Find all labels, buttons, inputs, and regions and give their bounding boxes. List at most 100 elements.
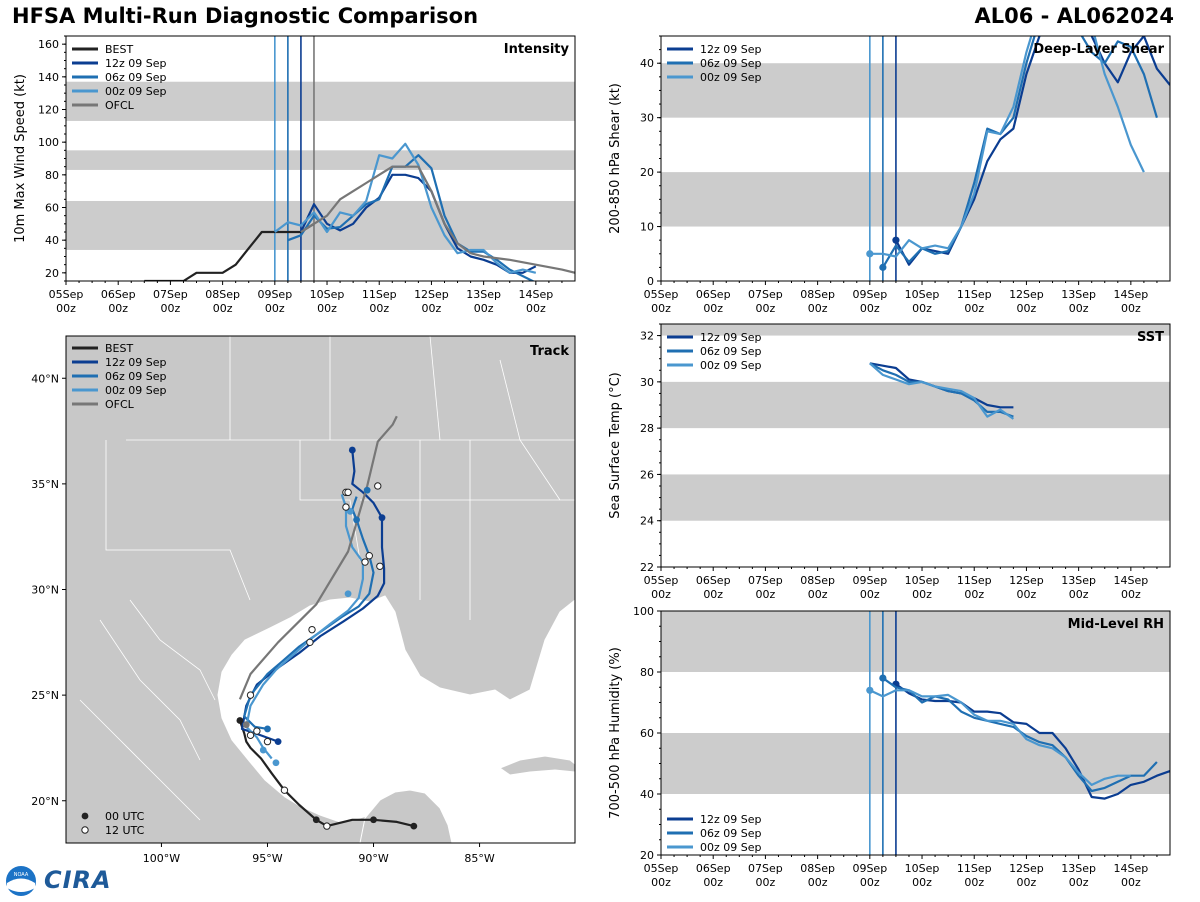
- sst-x-tick-label: 07Sep: [748, 574, 783, 587]
- sst-frame: [660, 323, 1171, 568]
- sst-y-tick-label: 32: [640, 330, 654, 343]
- shear-panel: 05Sep00z06Sep00z07Sep00z08Sep00z09Sep00z…: [608, 35, 1171, 315]
- rh-x-tick-hour: 00z: [964, 876, 984, 889]
- intensity-y-tick-label: 60: [45, 202, 59, 215]
- rh-x-tick-label: 08Sep: [800, 862, 835, 875]
- track-point-12utc: [306, 638, 314, 647]
- track-point-12utc: [342, 503, 350, 511]
- track-x-tick-label: 85°W: [464, 852, 494, 865]
- intensity-series-line: [299, 173, 537, 274]
- rh-x-tick-label: 11Sep: [957, 862, 992, 875]
- sst-legend-label: 06z 09 Sep: [700, 345, 762, 358]
- intensity-y-tick-label: 80: [45, 169, 59, 182]
- rh-x-tick-hour: 00z: [651, 876, 671, 889]
- rh-x-tick-label: 05Sep: [644, 862, 679, 875]
- intensity-threshold-band: [66, 81, 575, 121]
- track-x-tick-label: 95°W: [252, 852, 282, 865]
- svg-text:NOAA: NOAA: [14, 872, 29, 878]
- intensity-threshold-band: [66, 150, 575, 170]
- intensity-x-tick-label: 10Sep: [310, 288, 345, 301]
- shear-plot-clip: [661, 36, 1170, 281]
- rh-legend-label: 06z 09 Sep: [700, 827, 762, 840]
- rh-legend-label: 00z 09 Sep: [700, 841, 762, 854]
- sst-series-line: [869, 362, 1015, 420]
- shear-x-tick-hour: 00z: [1069, 302, 1089, 315]
- intensity-legend-label: 12z 09 Sep: [105, 57, 167, 70]
- shear-x-tick-hour: 00z: [1121, 302, 1141, 315]
- track-line: [238, 720, 415, 828]
- rh-y-tick-label: 40: [640, 788, 654, 801]
- track-point-12utc: [253, 727, 261, 735]
- shear-threshold-band: [661, 63, 1170, 118]
- sst-legend-label: 00z 09 Sep: [700, 359, 762, 372]
- sst-x-tick-hour: 00z: [756, 588, 776, 601]
- intensity-legend-label: 00z 09 Sep: [105, 85, 167, 98]
- rh-panel: 05Sep00z06Sep00z07Sep00z08Sep00z09Sep00z…: [608, 605, 1171, 889]
- shear-series-start-point: [879, 263, 887, 271]
- shear-series-line: [869, 36, 1145, 258]
- intensity-x-tick-label: 08Sep: [205, 288, 240, 301]
- track-y-tick-label: 30°N: [31, 584, 59, 597]
- track-legend-label: 00z 09 Sep: [105, 384, 167, 397]
- intensity-x-tick-label: 11Sep: [362, 288, 397, 301]
- intensity-x-tick-hour: 00z: [422, 302, 442, 315]
- shear-series-start-point: [866, 250, 874, 258]
- rh-threshold-band: [661, 611, 1170, 672]
- sst-x-tick-hour: 00z: [703, 588, 723, 601]
- track-point-00utc: [353, 516, 360, 524]
- intensity-x-tick-label: 13Sep: [466, 288, 501, 301]
- track-point-12utc: [365, 552, 373, 560]
- intensity-x-tick-label: 14Sep: [518, 288, 553, 301]
- track-point-00utc: [272, 759, 280, 767]
- shear-legend-label: 00z 09 Sep: [700, 71, 762, 84]
- intensity-y-tick-label: 120: [38, 104, 59, 117]
- cuba-land: [498, 755, 575, 776]
- shear-x-tick-hour: 00z: [808, 302, 828, 315]
- rh-series-start-point: [879, 674, 887, 682]
- sst-x-tick-label: 12Sep: [1009, 574, 1044, 587]
- sst-legend-label: 12z 09 Sep: [700, 331, 762, 344]
- rh-x-tick-hour: 00z: [808, 876, 828, 889]
- sst-x-tick-label: 06Sep: [696, 574, 731, 587]
- track-point-00utc: [242, 721, 250, 729]
- shear-y-axis-label: 200-850 hPa Shear (kt): [608, 83, 623, 234]
- intensity-x-tick-hour: 00z: [526, 302, 546, 315]
- intensity-y-axis-label: 10m Max Wind Speed (kt): [13, 74, 28, 243]
- shear-x-tick-hour: 00z: [1017, 302, 1037, 315]
- rh-x-tick-label: 12Sep: [1009, 862, 1044, 875]
- track-point-12utc: [263, 737, 272, 746]
- sst-x-tick-label: 08Sep: [800, 574, 835, 587]
- figure-title: HFSA Multi-Run Diagnostic Comparison: [12, 4, 479, 28]
- shear-x-tick-label: 06Sep: [696, 288, 731, 301]
- track-y-tick-label: 20°N: [31, 795, 59, 808]
- intensity-threshold-band: [66, 200, 575, 250]
- shear-legend-label: 12z 09 Sep: [700, 43, 762, 56]
- intensity-x-tick-label: 05Sep: [49, 288, 84, 301]
- track-legend-label: 12z 09 Sep: [105, 356, 167, 369]
- shear-x-tick-hour: 00z: [860, 302, 880, 315]
- sst-x-tick-hour: 00z: [912, 588, 932, 601]
- shear-y-tick-label: 10: [640, 221, 654, 234]
- track-y-tick-label: 40°N: [31, 372, 59, 385]
- track-point-00utc: [344, 590, 352, 598]
- shear-threshold-band: [661, 172, 1170, 227]
- intensity-x-tick-hour: 00z: [369, 302, 389, 315]
- track-point-12utc: [280, 786, 289, 794]
- sst-x-tick-hour: 00z: [651, 588, 671, 601]
- rh-x-tick-label: 09Sep: [852, 862, 887, 875]
- shear-x-tick-label: 11Sep: [957, 288, 992, 301]
- rh-x-tick-hour: 00z: [1017, 876, 1037, 889]
- track-plot-clip: [236, 415, 418, 830]
- rh-x-tick-hour: 00z: [860, 876, 880, 889]
- rh-y-tick-label: 60: [640, 727, 654, 740]
- intensity-x-tick-hour: 00z: [265, 302, 285, 315]
- rh-x-tick-label: 10Sep: [905, 862, 940, 875]
- intensity-y-tick-label: 40: [45, 234, 59, 247]
- rh-legend-label: 12z 09 Sep: [700, 813, 762, 826]
- rh-series-line: [869, 689, 1131, 787]
- intensity-x-tick-label: 06Sep: [101, 288, 136, 301]
- shear-x-tick-hour: 00z: [756, 302, 776, 315]
- intensity-x-tick-hour: 00z: [474, 302, 494, 315]
- track-y-tick-label: 35°N: [31, 478, 59, 491]
- sst-plot-clip: [661, 324, 1170, 521]
